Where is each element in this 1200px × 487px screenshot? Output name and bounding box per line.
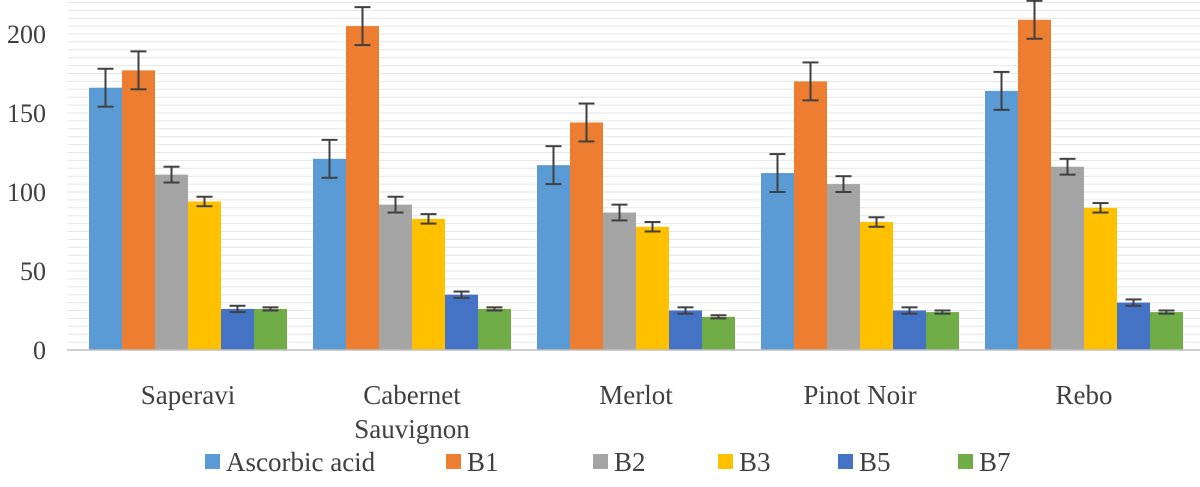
legend-label: B3 xyxy=(739,447,771,477)
error-bar xyxy=(769,153,786,193)
error-bar xyxy=(354,6,371,47)
legend-item: B1 xyxy=(446,447,499,477)
x-tick-label: Saperavi xyxy=(141,380,235,410)
error-bar xyxy=(387,195,404,214)
legend-item: Ascorbic acid xyxy=(205,447,376,477)
bar xyxy=(188,201,221,350)
bars xyxy=(89,19,1183,351)
error-bar xyxy=(1026,0,1043,40)
error-bar xyxy=(1059,157,1076,176)
legend-swatch xyxy=(838,454,853,469)
bar xyxy=(636,226,669,350)
y-tick-label: 50 xyxy=(20,257,46,286)
legend-swatch xyxy=(718,454,733,469)
error-bar xyxy=(802,61,819,102)
y-tick-label: 100 xyxy=(7,178,46,207)
bar xyxy=(89,87,122,350)
x-tick-label: Rebo xyxy=(1056,380,1113,410)
x-tick-label: Merlot xyxy=(599,380,673,410)
error-bar xyxy=(901,306,918,315)
error-bar xyxy=(644,221,661,233)
bar xyxy=(985,90,1018,350)
error-bar xyxy=(453,290,470,299)
error-bar xyxy=(420,213,437,225)
legend-label: B2 xyxy=(614,447,646,477)
legend-label: Ascorbic acid xyxy=(226,447,376,477)
error-bar xyxy=(1125,298,1142,307)
error-bar xyxy=(1092,202,1109,214)
bar xyxy=(346,26,379,350)
error-bars xyxy=(97,0,1175,320)
error-bar xyxy=(262,306,279,312)
bar xyxy=(860,222,893,350)
bar xyxy=(254,308,287,350)
bar xyxy=(1084,207,1117,350)
error-bar xyxy=(196,195,213,208)
y-axis-ticks: 0 50 100 150 200 xyxy=(7,20,46,365)
bar xyxy=(313,158,346,350)
bar xyxy=(893,310,926,350)
error-bar xyxy=(710,314,727,320)
error-bar xyxy=(934,309,951,315)
error-bar xyxy=(163,165,180,184)
bar xyxy=(1150,312,1183,350)
bar xyxy=(827,184,860,350)
bar xyxy=(445,294,478,350)
x-tick-label: Cabernet xyxy=(363,380,461,410)
legend: Ascorbic acid B1 B2 B3 B5 B7 xyxy=(205,447,1011,477)
y-tick-label: 150 xyxy=(7,99,46,128)
bar xyxy=(478,308,511,350)
bar xyxy=(570,122,603,350)
error-bar xyxy=(835,175,852,193)
error-bar xyxy=(993,70,1010,111)
legend-swatch xyxy=(446,454,461,469)
error-bar xyxy=(1158,309,1175,315)
bar xyxy=(537,165,570,350)
error-bar xyxy=(677,306,694,315)
bar xyxy=(1018,19,1051,351)
legend-label: B7 xyxy=(979,447,1011,477)
bar xyxy=(603,212,636,350)
y-tick-label: 0 xyxy=(33,336,46,365)
bar xyxy=(221,308,254,350)
error-bar xyxy=(229,304,246,314)
error-bar xyxy=(545,145,562,186)
legend-label: B1 xyxy=(467,447,499,477)
error-bar xyxy=(486,306,503,312)
bar xyxy=(155,174,188,350)
legend-swatch xyxy=(205,454,220,469)
x-tick-label: Sauvignon xyxy=(354,414,470,444)
legend-item: B3 xyxy=(718,447,771,477)
bar xyxy=(926,312,959,350)
y-tick-label: 200 xyxy=(7,20,46,49)
bar xyxy=(1117,302,1150,350)
bar xyxy=(1051,166,1084,350)
error-bar xyxy=(868,216,885,228)
bar xyxy=(761,173,794,350)
error-bar xyxy=(578,102,595,143)
legend-item: B7 xyxy=(958,447,1011,477)
x-tick-label: Pinot Noir xyxy=(803,380,916,410)
bar xyxy=(794,81,827,351)
error-bar xyxy=(321,138,338,179)
bar xyxy=(412,218,445,350)
bar xyxy=(702,316,735,350)
bar xyxy=(379,204,412,350)
error-bar xyxy=(611,203,628,222)
error-bar xyxy=(130,50,147,91)
legend-item: B5 xyxy=(838,447,891,477)
legend-swatch xyxy=(958,454,973,469)
legend-item: B2 xyxy=(593,447,646,477)
error-bar xyxy=(97,67,114,108)
legend-label: B5 xyxy=(859,447,891,477)
bar xyxy=(122,70,155,350)
bar xyxy=(669,310,702,350)
x-axis-labels: Saperavi Cabernet Sauvignon Merlot Pinot Noi… xyxy=(141,380,1113,444)
legend-swatch xyxy=(593,454,608,469)
